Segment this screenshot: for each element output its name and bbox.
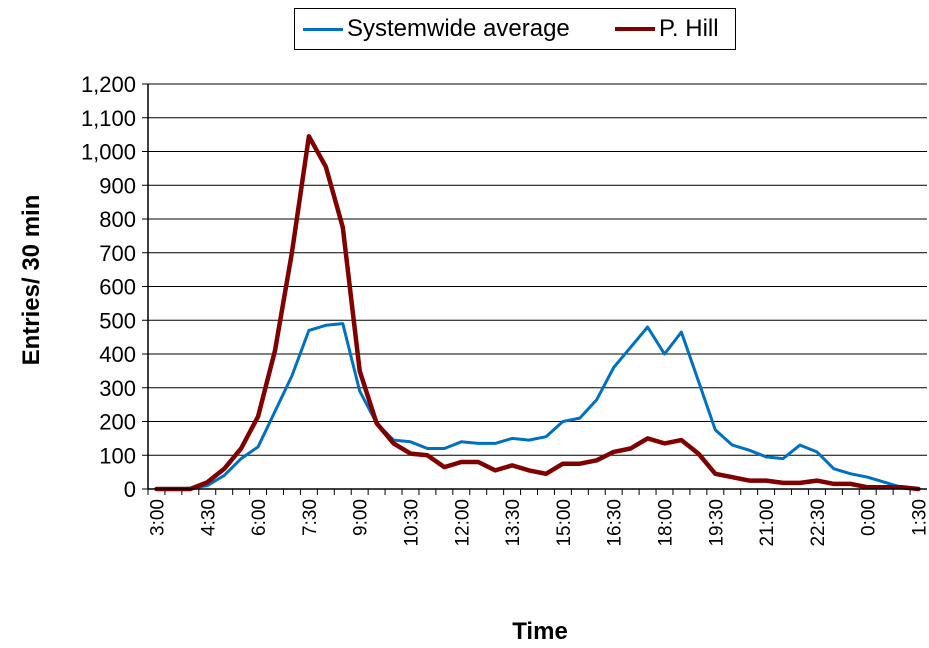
- x-tick-label: 7:30: [300, 499, 321, 536]
- y-tick-label: 600: [99, 275, 136, 300]
- x-tick-label: 16:30: [605, 499, 626, 547]
- x-tick-label: 3:00: [147, 499, 168, 536]
- y-tick-label: 100: [99, 443, 136, 468]
- x-tick-label: 6:00: [249, 499, 270, 536]
- x-axis-title: Time: [512, 618, 568, 645]
- x-tick-label: 12:00: [452, 499, 473, 547]
- y-tick-label: 900: [99, 173, 136, 198]
- y-axis-title: Entries/ 30 min: [18, 194, 45, 366]
- series-line-systemwide: [155, 322, 920, 491]
- legend-swatch-systemwide: [303, 27, 343, 31]
- x-tick-label: 21:00: [757, 499, 778, 547]
- legend-item-systemwide: Systemwide average: [303, 9, 570, 49]
- x-tick-label: 18:00: [656, 499, 677, 547]
- y-tick-label: 400: [99, 342, 136, 367]
- y-tick-label: 0: [124, 477, 136, 502]
- gridlines: [148, 83, 927, 456]
- y-tick-label: 1,000: [81, 140, 136, 165]
- y-tick-label: 700: [99, 241, 136, 266]
- legend-item-p-hill: P. Hill: [615, 9, 719, 49]
- y-tick-label: 200: [99, 410, 136, 435]
- axes: [147, 84, 927, 490]
- x-tick-label: 15:00: [554, 499, 575, 547]
- legend-label-systemwide: Systemwide average: [347, 15, 570, 42]
- x-tick-label: 10:30: [401, 499, 422, 547]
- y-tick-label: 1,100: [81, 106, 136, 131]
- y-tick-label: 1,200: [81, 72, 136, 97]
- y-tick-label: 300: [99, 376, 136, 401]
- x-tick-label: 13:30: [503, 499, 524, 547]
- series-line-p-hill: [154, 134, 921, 492]
- legend-label-p-hill: P. Hill: [659, 15, 719, 42]
- series-lines: [154, 134, 921, 492]
- x-tick-label: 22:30: [808, 499, 829, 547]
- x-tick-label: 19:30: [706, 499, 727, 547]
- y-tick-label: 500: [99, 308, 136, 333]
- x-tick-label: 0:00: [859, 499, 880, 536]
- legend-swatch-p-hill: [615, 27, 655, 31]
- x-tick-label: 9:00: [351, 499, 372, 536]
- y-tick-label: 800: [99, 207, 136, 232]
- legend: Systemwide average P. Hill: [294, 8, 736, 50]
- x-tick-label: 1:30: [910, 499, 929, 536]
- x-axis-ticks: 3:00 4:30 6:00 7:30 9:00 10:30 12:00 13:30 15:00…: [147, 489, 929, 547]
- x-tick-label: 4:30: [198, 499, 219, 536]
- y-axis-ticks: 0 100 200 300 400 500 600 700 800 900 1,000 1,100 1,…: [81, 72, 148, 502]
